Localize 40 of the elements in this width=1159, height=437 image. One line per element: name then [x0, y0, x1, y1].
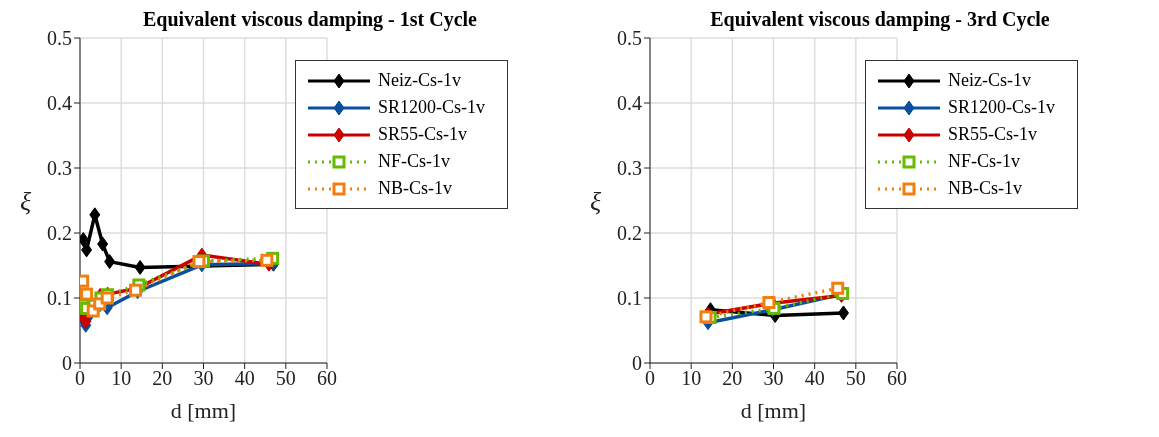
legend-label: SR55-Cs-1v: [947, 124, 1037, 145]
x-tick-label: 40: [234, 367, 255, 390]
x-tick-label: 30: [763, 367, 784, 390]
legend-label: SR1200-Cs-1v: [377, 97, 485, 118]
y-tick-label: 0: [632, 352, 642, 375]
legend-label: Neiz-Cs-1v: [377, 70, 461, 91]
legend-label: NF-Cs-1v: [377, 151, 450, 172]
y-tick-label: 0.1: [47, 287, 72, 310]
y-axis-title: ξ: [590, 186, 602, 216]
y-tick-label: 0: [62, 352, 72, 375]
chart-title: Equivalent viscous damping - 1st Cycle: [142, 8, 478, 31]
x-tick-label: 60: [886, 367, 907, 390]
y-tick-label: 0.5: [47, 27, 72, 50]
y-axis-title: ξ: [20, 186, 32, 216]
legend-label: SR1200-Cs-1v: [947, 97, 1055, 118]
y-tick-label: 0.3: [47, 157, 72, 180]
y-tick-label: 0.4: [617, 92, 642, 115]
x-tick-label: 10: [111, 367, 132, 390]
x-tick-label: 40: [804, 367, 825, 390]
y-tick-label: 0.1: [617, 287, 642, 310]
legend-label: NB-Cs-1v: [947, 178, 1022, 199]
legend-label: Neiz-Cs-1v: [947, 70, 1031, 91]
y-tick-label: 0.3: [617, 157, 642, 180]
y-tick-label: 0.4: [47, 92, 72, 115]
legend-label: SR55-Cs-1v: [377, 124, 467, 145]
x-tick-label: 50: [845, 367, 866, 390]
y-tick-label: 0.2: [47, 222, 72, 245]
chart-title: Equivalent viscous damping - 3rd Cycle: [709, 8, 1051, 31]
legend-label: NF-Cs-1v: [947, 151, 1020, 172]
legend-label: NB-Cs-1v: [377, 178, 452, 199]
y-tick-label: 0.2: [617, 222, 642, 245]
x-tick-label: 10: [681, 367, 702, 390]
x-tick-label: 20: [722, 367, 743, 390]
x-tick-label: 60: [316, 367, 337, 390]
x-tick-label: 50: [275, 367, 296, 390]
x-tick-label: 20: [152, 367, 173, 390]
y-tick-label: 0.5: [617, 27, 642, 50]
x-axis-title: d [mm]: [170, 398, 237, 423]
x-tick-label: 30: [193, 367, 214, 390]
x-axis-title: d [mm]: [740, 398, 807, 423]
